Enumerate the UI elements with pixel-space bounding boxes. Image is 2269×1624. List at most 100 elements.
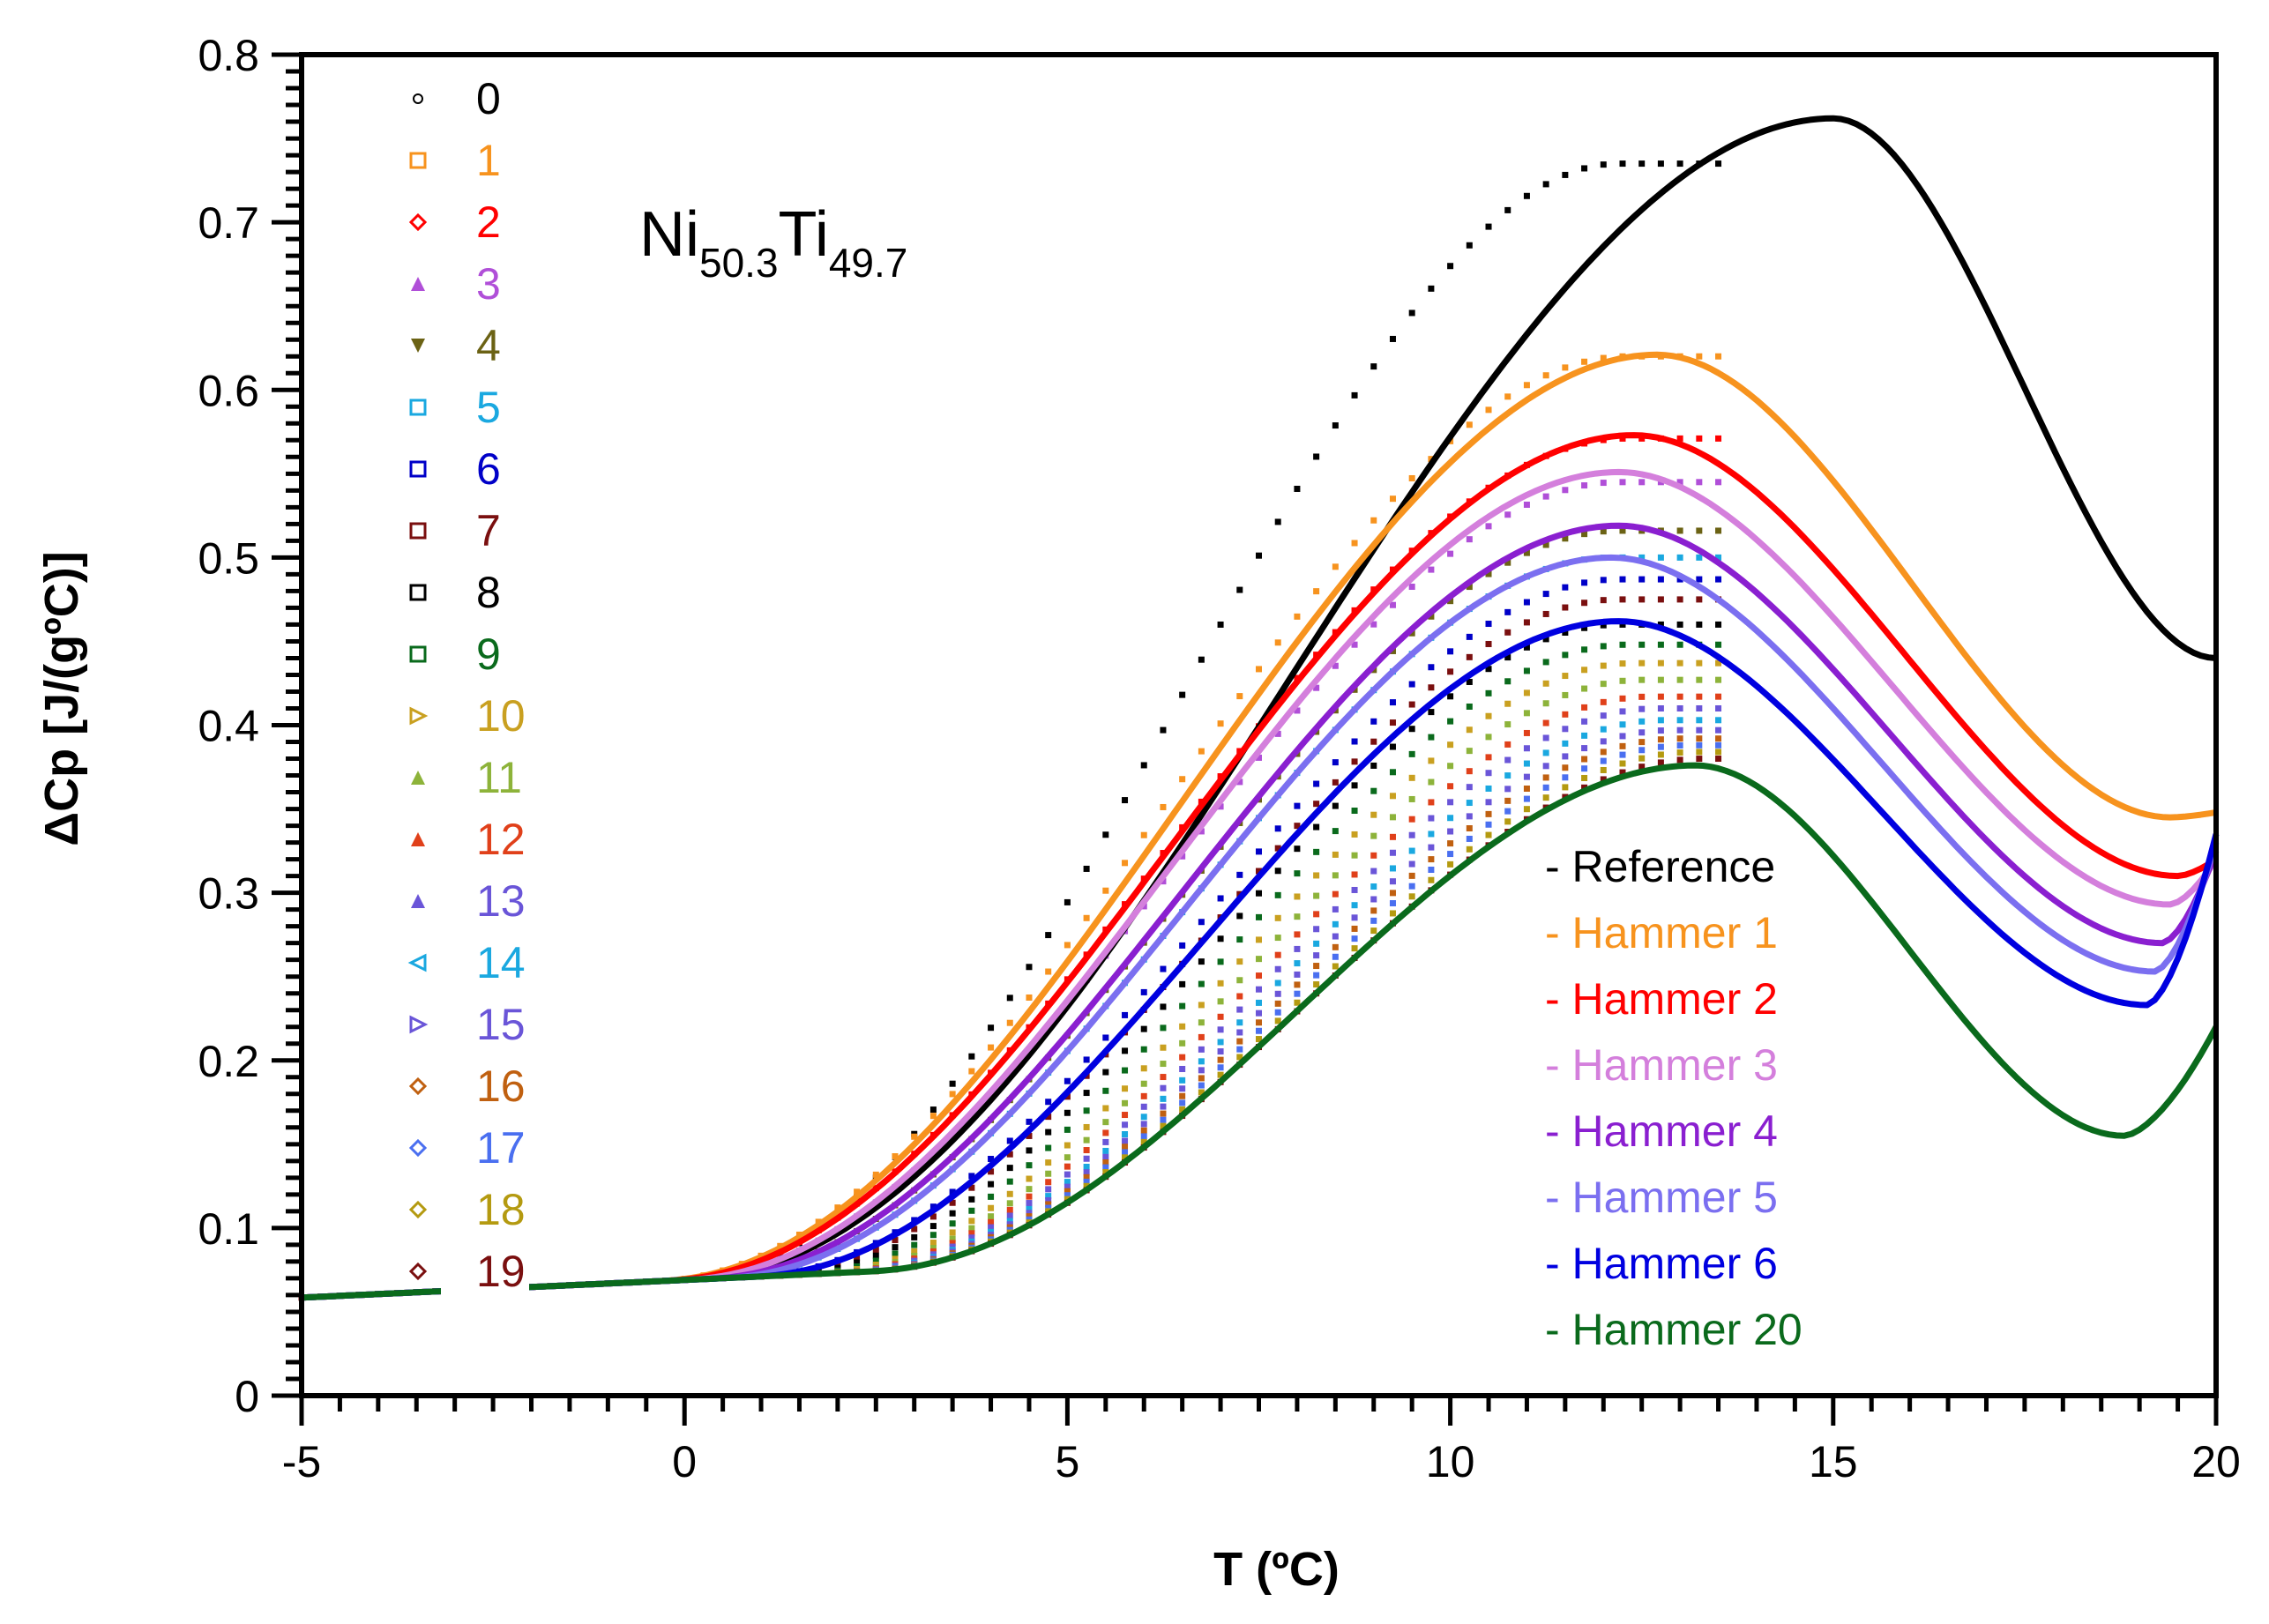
scatter-point bbox=[1370, 917, 1377, 924]
scatter-point bbox=[1026, 1186, 1033, 1193]
scatter-point bbox=[1447, 668, 1454, 675]
scatter-point bbox=[1600, 698, 1607, 705]
scatter-point bbox=[1140, 831, 1147, 838]
scatter-point bbox=[1408, 831, 1415, 838]
scatter-point bbox=[949, 1243, 956, 1250]
scatter-point bbox=[1715, 554, 1722, 561]
scatter-point bbox=[1600, 577, 1607, 584]
scatter-point bbox=[1542, 372, 1549, 379]
scatter-point bbox=[1638, 764, 1646, 771]
scatter-point bbox=[1562, 764, 1569, 771]
scatter-point bbox=[834, 1204, 841, 1211]
scatter-point bbox=[1542, 774, 1549, 781]
scatter-legend-label: 5 bbox=[476, 383, 501, 432]
scatter-point bbox=[1619, 576, 1626, 583]
scatter-point bbox=[1562, 604, 1569, 611]
scatter-point bbox=[1581, 732, 1588, 739]
line-legend-label: - Hammer 3 bbox=[1545, 1040, 1778, 1090]
scatter-point bbox=[1715, 717, 1722, 724]
scatter-point bbox=[892, 1153, 899, 1160]
scatter-point bbox=[1466, 784, 1473, 791]
scatter-point bbox=[1217, 621, 1224, 628]
scatter-point bbox=[949, 1210, 956, 1217]
scatter-point bbox=[968, 1230, 975, 1237]
scatter-point bbox=[1466, 633, 1473, 640]
scatter-point bbox=[1562, 784, 1569, 791]
scatter-point bbox=[1122, 1149, 1129, 1156]
scatter-point bbox=[1313, 972, 1320, 979]
scatter-point bbox=[1466, 726, 1473, 734]
x-tick-label: 15 bbox=[1809, 1437, 1858, 1486]
scatter-point bbox=[1122, 1011, 1129, 1018]
alloy-label: Ni50.3Ti49.7 bbox=[639, 199, 907, 286]
scatter-point bbox=[1122, 1144, 1129, 1151]
scatter-point bbox=[1676, 554, 1683, 561]
scatter-point bbox=[1274, 825, 1281, 832]
scatter-point bbox=[1619, 660, 1626, 667]
scatter-point bbox=[1064, 1093, 1071, 1100]
scatter-point bbox=[1083, 1169, 1090, 1176]
scatter-point bbox=[1619, 751, 1626, 758]
scatter-point bbox=[1600, 354, 1607, 361]
scatter-point bbox=[968, 1218, 975, 1225]
ticks-layer bbox=[272, 52, 2219, 1426]
scatter-point bbox=[1542, 659, 1549, 666]
scatter-point bbox=[1179, 1099, 1186, 1106]
scatter-point bbox=[1274, 868, 1281, 875]
scatter-point bbox=[1542, 784, 1549, 791]
scatter-point bbox=[1562, 711, 1569, 718]
scatter-point bbox=[1447, 648, 1454, 655]
scatter-point bbox=[1274, 951, 1281, 958]
scatter-point bbox=[1581, 718, 1588, 725]
scatter-point bbox=[1657, 727, 1664, 734]
scatter-point bbox=[1600, 528, 1607, 535]
scatter-point bbox=[1370, 927, 1377, 935]
scatter-point bbox=[1562, 171, 1569, 178]
scatter-point bbox=[1006, 1212, 1013, 1219]
alloy-ni-sub: 50.3 bbox=[699, 240, 779, 286]
scatter-point bbox=[1389, 833, 1396, 840]
scatter-point bbox=[1466, 421, 1473, 428]
scatter-point bbox=[1217, 895, 1224, 902]
x-tick-label: 5 bbox=[1055, 1437, 1079, 1486]
scatter-point bbox=[1389, 910, 1396, 917]
scatter-point bbox=[1657, 676, 1664, 683]
scatter-point bbox=[1160, 1122, 1167, 1129]
scatter-point bbox=[1332, 905, 1339, 913]
scatter-point bbox=[1485, 570, 1492, 577]
scatter-legend-item: 15 bbox=[409, 1000, 526, 1049]
scatter-point bbox=[1581, 745, 1588, 752]
scatter-point bbox=[1676, 435, 1683, 442]
x-tick-label: 0 bbox=[672, 1437, 697, 1486]
scatter-point bbox=[1198, 1058, 1205, 1065]
scatter-point bbox=[1332, 662, 1339, 669]
scatter-point bbox=[1160, 1044, 1167, 1051]
scatter-point bbox=[1102, 1105, 1109, 1112]
scatter-point bbox=[1045, 1196, 1052, 1203]
scatter-point bbox=[1236, 1054, 1243, 1061]
scatter-point bbox=[1045, 1204, 1052, 1211]
scatter-point bbox=[1140, 988, 1147, 995]
scatter-point bbox=[1217, 958, 1224, 965]
scatter-point bbox=[1638, 747, 1646, 754]
scatter-point bbox=[1504, 393, 1511, 400]
scatter-point bbox=[1351, 914, 1358, 921]
scatter-point bbox=[1715, 576, 1722, 583]
scatter-point bbox=[1638, 160, 1646, 168]
scatter-point bbox=[1351, 540, 1358, 547]
scatter-point bbox=[1696, 704, 1703, 711]
scatter-point bbox=[1389, 601, 1396, 608]
scatter-point bbox=[1657, 693, 1664, 700]
line-legend-label: - Hammer 4 bbox=[1545, 1106, 1778, 1156]
scatter-point bbox=[1428, 876, 1435, 883]
scatter-point bbox=[1313, 588, 1320, 595]
scatter-legend-item: 0 bbox=[413, 74, 501, 123]
scatter-point bbox=[1351, 871, 1358, 878]
scatter-point bbox=[1313, 848, 1320, 855]
scatter-point bbox=[1715, 735, 1722, 742]
scatter-point bbox=[1428, 566, 1435, 573]
scatter-legend-label: 13 bbox=[476, 876, 526, 926]
scatter-point bbox=[1102, 1153, 1109, 1160]
scatter-point bbox=[1294, 971, 1301, 978]
